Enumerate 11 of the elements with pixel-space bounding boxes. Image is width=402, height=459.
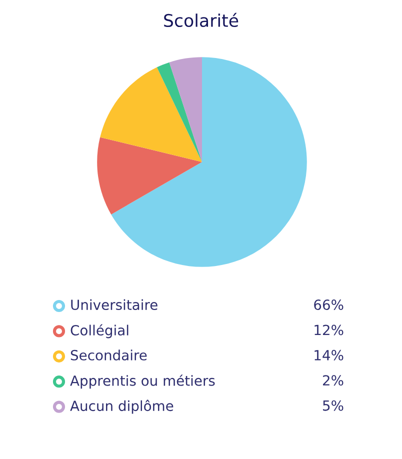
data-label: 2% (322, 375, 344, 386)
data-label: 66% (314, 300, 344, 310)
chart-title: Scolarité (164, 12, 238, 28)
legend-label: Aucun diplôme (70, 400, 174, 414)
legend-label: Apprentis ou métiers (70, 374, 215, 389)
data-label: 5% (323, 400, 344, 411)
legend-label: Secondaire (70, 350, 147, 360)
legend-label: Universitaire (71, 299, 158, 310)
legend-label: Collégial (70, 324, 128, 338)
data-label: 12% (314, 324, 344, 336)
data-label: 14% (314, 350, 344, 360)
